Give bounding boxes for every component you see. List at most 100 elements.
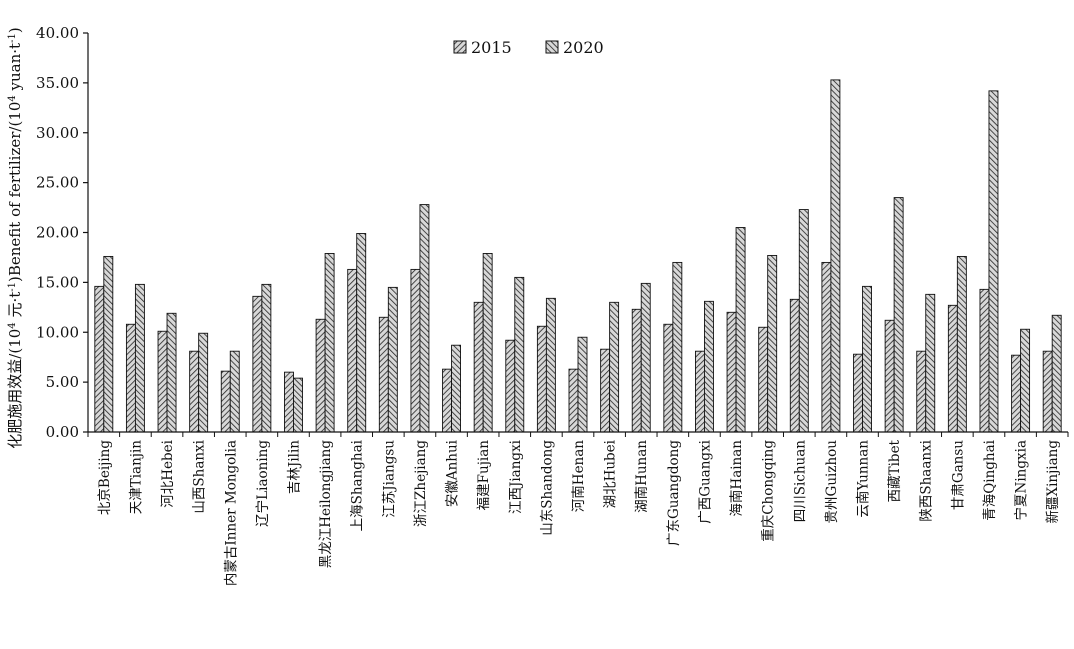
bar-2020-18 bbox=[672, 261, 683, 433]
bar-2015-6 bbox=[284, 371, 294, 433]
bar-2020-30 bbox=[1051, 314, 1062, 433]
bar-2015-16 bbox=[600, 348, 611, 433]
x-tick-label: 福建Fujian bbox=[476, 440, 492, 511]
bar-2020-23 bbox=[830, 79, 841, 433]
y-tick-label: 20.00 bbox=[36, 224, 79, 242]
x-tick-label: 浙江Zhejiang bbox=[413, 440, 429, 527]
bar-2015-20 bbox=[726, 311, 737, 433]
bar-2015-27 bbox=[947, 304, 958, 433]
bar-2020-12 bbox=[482, 252, 493, 433]
x-tick-label: 西藏Tibet bbox=[887, 439, 903, 502]
bar-2020-27 bbox=[956, 255, 967, 433]
bar-2015-10 bbox=[410, 268, 421, 433]
x-tick-label: 宁夏Ningxia bbox=[1013, 440, 1030, 520]
x-tick-label: 山东Shandong bbox=[539, 440, 555, 536]
x-tick-label: 新疆Xinjiang bbox=[1045, 440, 1061, 524]
bar-2015-3 bbox=[189, 350, 200, 433]
x-tick-label: 安徽Anhui bbox=[445, 439, 461, 507]
x-tick-label: 广西Guangxi bbox=[697, 439, 713, 523]
bar-2015-2 bbox=[157, 330, 168, 433]
bar-2020-7 bbox=[324, 252, 335, 433]
bar-2020-19 bbox=[704, 300, 714, 433]
bar-2015-11 bbox=[442, 368, 452, 433]
bar-2015-14 bbox=[536, 325, 547, 433]
x-tick-label: 四川Sichuan bbox=[792, 440, 808, 523]
bar-2015-9 bbox=[378, 316, 389, 433]
x-tick-label: 江苏Jiangsu bbox=[381, 440, 397, 518]
legend-label-2015: 2015 bbox=[471, 38, 512, 57]
x-tick-label: 贵州Guizhou bbox=[824, 440, 840, 524]
y-tick-label: 25.00 bbox=[36, 174, 79, 192]
bar-2020-0 bbox=[103, 255, 114, 433]
bar-2020-14 bbox=[545, 297, 556, 433]
y-axis-ticks: 0.00 5.00 10.00 15.00 20.00 25.00 30.00 35.00 40… bbox=[36, 24, 88, 441]
bar-2020-21 bbox=[767, 254, 778, 433]
legend-swatch-2020 bbox=[545, 40, 559, 54]
bar-2015-19 bbox=[695, 350, 705, 433]
bar-series bbox=[94, 79, 1062, 433]
bar-2015-15 bbox=[568, 368, 579, 433]
bar-2020-10 bbox=[419, 204, 430, 433]
x-tick-label: 陕西Shaanxi bbox=[919, 439, 935, 521]
y-tick-label: 35.00 bbox=[36, 74, 79, 92]
y-axis-label: 化肥施用效益/(104 元·t-1)Benefit of fertilizer/… bbox=[6, 27, 24, 448]
x-tick-label: 内蒙古Inner Mongolia bbox=[223, 440, 239, 586]
bar-2015-22 bbox=[789, 298, 800, 433]
bar-2020-5 bbox=[261, 283, 272, 433]
bar-2015-29 bbox=[1011, 354, 1022, 433]
bar-2020-26 bbox=[925, 293, 936, 433]
bar-2015-12 bbox=[473, 301, 484, 433]
bar-2020-4 bbox=[229, 350, 240, 433]
bar-2020-17 bbox=[640, 282, 651, 433]
x-tick-label: 北京Beijing bbox=[97, 440, 113, 515]
x-tick-label: 吉林Jilin bbox=[286, 440, 302, 494]
x-tick-label: 重庆Chongqing bbox=[761, 440, 777, 542]
bar-2020-13 bbox=[514, 276, 525, 433]
y-tick-label: 40.00 bbox=[36, 24, 79, 42]
bar-2020-1 bbox=[134, 283, 145, 433]
legend-swatch-2015 bbox=[453, 40, 467, 54]
bar-2020-6 bbox=[293, 377, 303, 433]
bar-2020-24 bbox=[862, 285, 872, 433]
bar-2020-29 bbox=[1020, 328, 1031, 433]
bar-2015-25 bbox=[884, 319, 895, 433]
bar-2015-1 bbox=[125, 323, 136, 433]
bar-2015-30 bbox=[1042, 350, 1053, 433]
bar-2020-8 bbox=[356, 233, 367, 433]
x-tick-label: 甘肃Gansu bbox=[950, 440, 966, 510]
legend: 2015 2020 bbox=[453, 38, 604, 57]
bar-2020-16 bbox=[609, 301, 620, 433]
legend-label-2020: 2020 bbox=[563, 38, 604, 57]
bar-2015-7 bbox=[315, 318, 326, 433]
bar-2020-28 bbox=[988, 90, 999, 433]
bar-2020-2 bbox=[166, 312, 177, 433]
bar-2020-22 bbox=[798, 209, 809, 433]
y-tick-label: 10.00 bbox=[36, 323, 79, 341]
bar-2020-9 bbox=[387, 286, 398, 433]
bar-2015-21 bbox=[758, 326, 769, 433]
x-tick-label: 湖南Hunan bbox=[634, 440, 650, 513]
x-tick-label: 青海Qinghai bbox=[982, 439, 998, 520]
x-tick-label: 天津Tianjin bbox=[128, 440, 144, 515]
x-tick-label: 广东Guangdong bbox=[666, 440, 682, 546]
bar-2020-11 bbox=[451, 344, 461, 433]
x-tick-label: 海南Hainan bbox=[729, 440, 745, 517]
bar-2015-13 bbox=[505, 339, 516, 433]
bar-2020-20 bbox=[735, 227, 746, 433]
x-tick-label: 上海Shanghai bbox=[350, 439, 366, 531]
x-tick-label: 河北Hebei bbox=[160, 439, 176, 507]
bar-2015-26 bbox=[916, 350, 927, 433]
bar-2015-23 bbox=[821, 261, 832, 433]
x-tick-label: 江西Jiangxi bbox=[508, 439, 524, 514]
x-axis-labels: 北京Beijing 天津Tianjin 河北Hebei 山西Shanxi 内蒙古Inne… bbox=[87, 432, 1069, 586]
bar-2020-25 bbox=[893, 197, 904, 433]
bar-2015-8 bbox=[347, 268, 358, 433]
bar-2020-3 bbox=[198, 332, 209, 433]
bar-2015-4 bbox=[220, 370, 231, 433]
bar-2015-17 bbox=[631, 308, 642, 433]
bar-2020-15 bbox=[577, 336, 588, 433]
x-tick-label: 云南Yunnan bbox=[856, 440, 872, 518]
bar-2015-28 bbox=[979, 288, 990, 433]
